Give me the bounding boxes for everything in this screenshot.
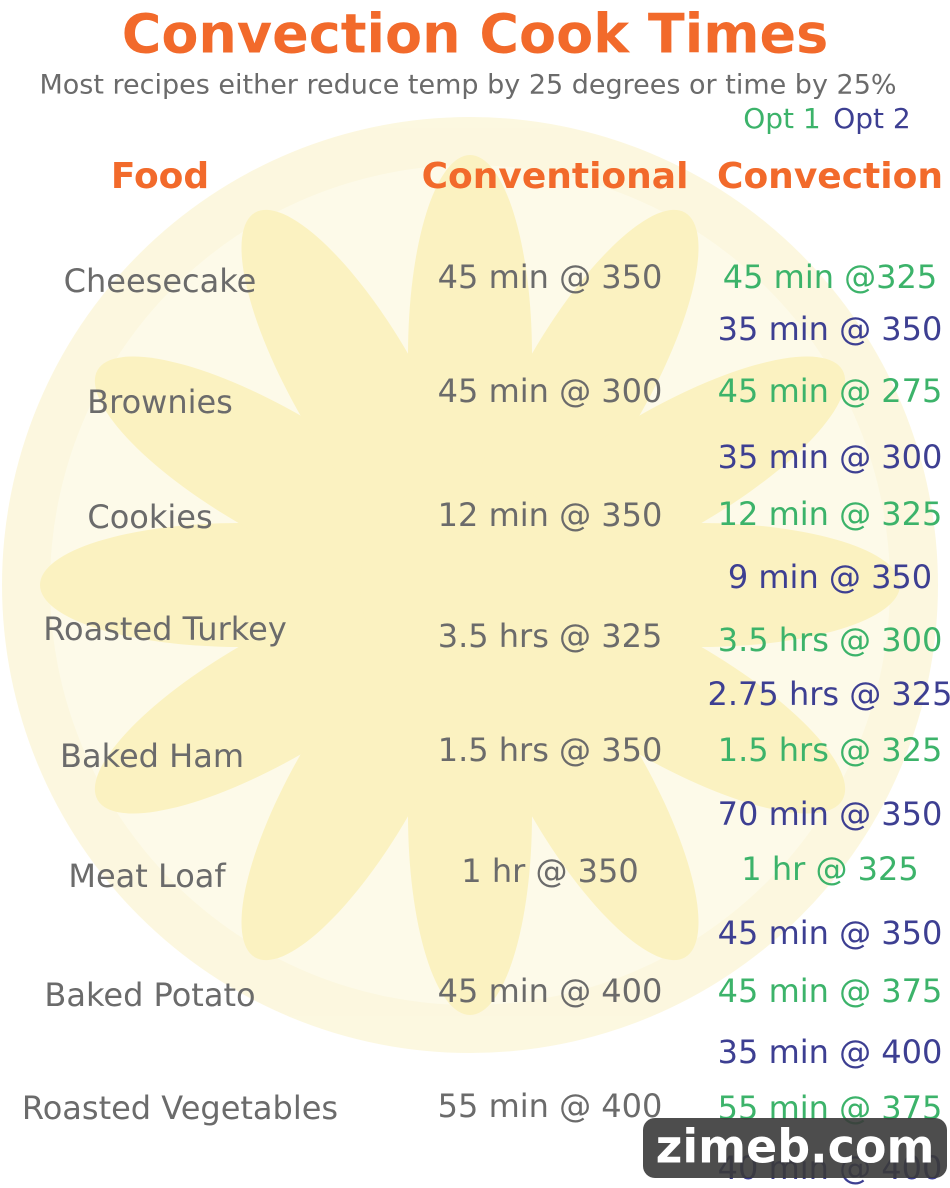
conventional-time: 1 hr @ 350	[461, 852, 638, 890]
convection-opt2: 35 min @ 400	[718, 1033, 943, 1071]
watermark-box	[643, 1118, 947, 1178]
convection-opt2: 45 min @ 350	[718, 914, 943, 952]
convection-opt1: 45 min @ 375	[718, 972, 943, 1010]
food: Roasted Vegetables	[22, 1089, 338, 1127]
food: Baked Potato	[44, 976, 255, 1014]
conventional-time: 45 min @ 300	[438, 372, 663, 410]
food: Baked Ham	[60, 737, 244, 775]
watermark: zimeb.com	[656, 1120, 935, 1174]
convection-opt2: 9 min @ 350	[728, 558, 932, 596]
food: Brownies	[87, 383, 233, 421]
conventional-time: 55 min @ 400	[438, 1087, 663, 1125]
food: Cheesecake	[64, 262, 257, 300]
conventional-time: 1.5 hrs @ 350	[438, 731, 663, 769]
food: Meat Loaf	[68, 857, 226, 895]
column-header: Food	[111, 156, 209, 197]
conventional-time: 45 min @ 350	[438, 258, 663, 296]
convection-opt1: 3.5 hrs @ 300	[718, 621, 943, 659]
convection-opt2: 35 min @ 350	[718, 310, 943, 348]
conventional-time: 3.5 hrs @ 325	[438, 617, 663, 655]
conventional-time: 12 min @ 350	[438, 496, 663, 534]
convection-opt1: 12 min @ 325	[718, 495, 943, 533]
convection-opt1: 45 min @325	[723, 258, 937, 296]
subtitle: Most recipes either reduce temp by 25 de…	[39, 70, 896, 101]
convection-opt2: 35 min @ 300	[718, 438, 943, 476]
title: Convection Cook Times	[122, 3, 829, 66]
legend-opt1: Opt 1	[743, 102, 821, 135]
flower-background	[2, 117, 938, 1053]
convection-opt2: 70 min @ 350	[718, 795, 943, 833]
column-header: Conventional	[422, 156, 689, 197]
convection-opt1: 45 min @ 275	[718, 372, 943, 410]
convection-opt1: 1 hr @ 325	[741, 850, 918, 888]
food: Cookies	[87, 498, 212, 536]
legend-opt2: Opt 2	[833, 102, 911, 135]
convection-opt2: 2.75 hrs @ 325	[708, 675, 950, 713]
convection-opt1: 1.5 hrs @ 325	[718, 731, 943, 769]
table: Cheesecake 45 min @ 350 45 min @325 35 min …	[22, 258, 950, 1187]
conventional-time: 45 min @ 400	[438, 972, 663, 1010]
food: Roasted Turkey	[43, 610, 287, 648]
column-header: Convection	[717, 156, 943, 197]
